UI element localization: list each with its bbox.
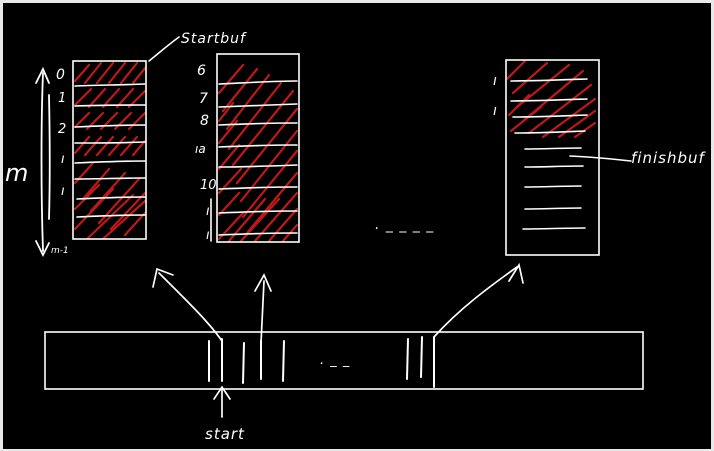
drawing-canvas: 0 1 2 ı ı m-1 m Startbuf <box>3 3 711 449</box>
bottom-array-box <box>44 331 644 390</box>
buffer-2-index-9: ıa <box>195 142 206 156</box>
buffer-2-index-7: 7 <box>199 91 208 107</box>
buffer-2-hatch <box>217 63 299 242</box>
buffer-1-index-0: 0 <box>56 67 65 83</box>
buffer-1-box <box>72 60 147 240</box>
buffer-2-index-12: ı <box>206 228 210 243</box>
buffer-1-index-4: ı <box>61 184 65 199</box>
buffer-2-slots <box>218 80 298 236</box>
buffer-2-index-6: 6 <box>197 63 206 79</box>
bottom-array-ellipsis: . _ _ <box>320 353 350 368</box>
finishbuf-label: finishbuf <box>631 149 706 167</box>
buffer-3-slots <box>510 78 588 230</box>
diagram-svg: 0 1 2 ı ı m-1 m Startbuf <box>5 31 706 443</box>
buffer-1-index-last: m-1 <box>51 246 69 256</box>
buffer-1-index-3: ı <box>61 152 65 167</box>
buffer-2-index-8: 8 <box>200 113 209 129</box>
m-label: m <box>5 159 29 187</box>
buffer-1: 0 1 2 ı ı m-1 <box>51 60 147 256</box>
buffer-1-hatch <box>73 61 146 239</box>
buffer-3-index-b: ı <box>493 103 497 119</box>
bottom-array-dividers <box>208 336 435 388</box>
start-label: start <box>205 425 245 443</box>
startbuf-label: Startbuf <box>181 31 247 47</box>
buffer-2-index-11: ı <box>206 204 210 219</box>
buffer-3-hatch <box>506 60 596 138</box>
buffer-3-index-a: ı <box>493 73 497 89</box>
buffer-1-index-2: 2 <box>58 122 66 137</box>
buffer-2: 6 7 8 ıa 10 ı ı <box>195 53 300 243</box>
arrow-to-buffer-3 <box>433 266 518 338</box>
startbuf-pointer <box>148 36 180 62</box>
buffer-1-slots <box>74 83 146 218</box>
buffer-1-index-1: 1 <box>58 91 66 106</box>
arrow-to-buffer-2 <box>260 280 265 344</box>
m-bracket <box>35 66 51 258</box>
start-arrow <box>213 385 231 418</box>
finishbuf-pointer <box>569 155 632 162</box>
bottom-array: . _ _ <box>44 331 644 390</box>
buffer-2-index-10: 10 <box>200 178 217 193</box>
arrow-to-buffer-1 <box>158 272 223 342</box>
buffers-ellipsis: . _ _ _ _ <box>375 217 434 233</box>
buffer-2-box <box>216 53 300 243</box>
array-to-buffer-arrows <box>152 262 524 344</box>
